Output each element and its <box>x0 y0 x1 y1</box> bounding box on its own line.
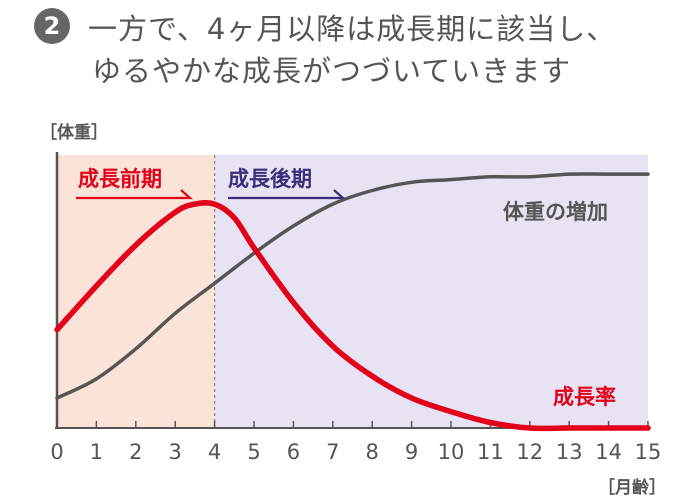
series-line-growth-rate <box>54 200 651 432</box>
x-tick-label: 13 <box>556 440 583 464</box>
series-label-weight: 体重の増加 <box>503 200 608 224</box>
region-arrow-late <box>228 189 346 200</box>
x-tick-label: 9 <box>405 440 418 464</box>
early-period-region <box>57 155 215 428</box>
series-line-weight <box>55 172 650 400</box>
x-tick-label: 7 <box>326 440 339 464</box>
x-tick-label: 2 <box>129 440 142 464</box>
x-tick-label: 10 <box>438 440 465 464</box>
x-tick-label: 0 <box>50 440 63 464</box>
x-tick-label: 12 <box>516 440 543 464</box>
x-tick-label: 4 <box>208 440 221 464</box>
x-tick-label: 3 <box>169 440 182 464</box>
region-label-early: 成長前期 <box>78 167 162 191</box>
x-axis-label: ［月齢］ <box>598 477 666 498</box>
x-axis-ticks: 0 1 2 3 4 5 6 7 8 9 10 11 12 13 14 15 <box>50 421 661 464</box>
step-number-badge: 2 <box>34 8 70 44</box>
region-label-late: 成長後期 <box>228 167 312 191</box>
x-tick-label: 8 <box>366 440 379 464</box>
x-tick-label: 5 <box>247 440 260 464</box>
heading-line-2: ゆるやかな成長がつづいていきます <box>92 54 572 88</box>
heading: 2 一方で、4ヶ月以降は成長期に該当し、 ゆるやかな成長がつづいていきます <box>0 0 700 100</box>
x-tick-label: 14 <box>595 440 622 464</box>
x-tick-label: 6 <box>287 440 300 464</box>
x-tick-label: 11 <box>477 440 504 464</box>
series-label-growth-rate: 成長率 <box>553 385 616 409</box>
heading-line-1: 一方で、4ヶ月以降は成長期に該当し、 <box>88 12 617 46</box>
region-arrow-early <box>76 189 193 200</box>
x-tick-label: 1 <box>90 440 103 464</box>
y-axis-label: ［体重］ <box>40 122 108 143</box>
x-tick-label: 15 <box>635 440 662 464</box>
